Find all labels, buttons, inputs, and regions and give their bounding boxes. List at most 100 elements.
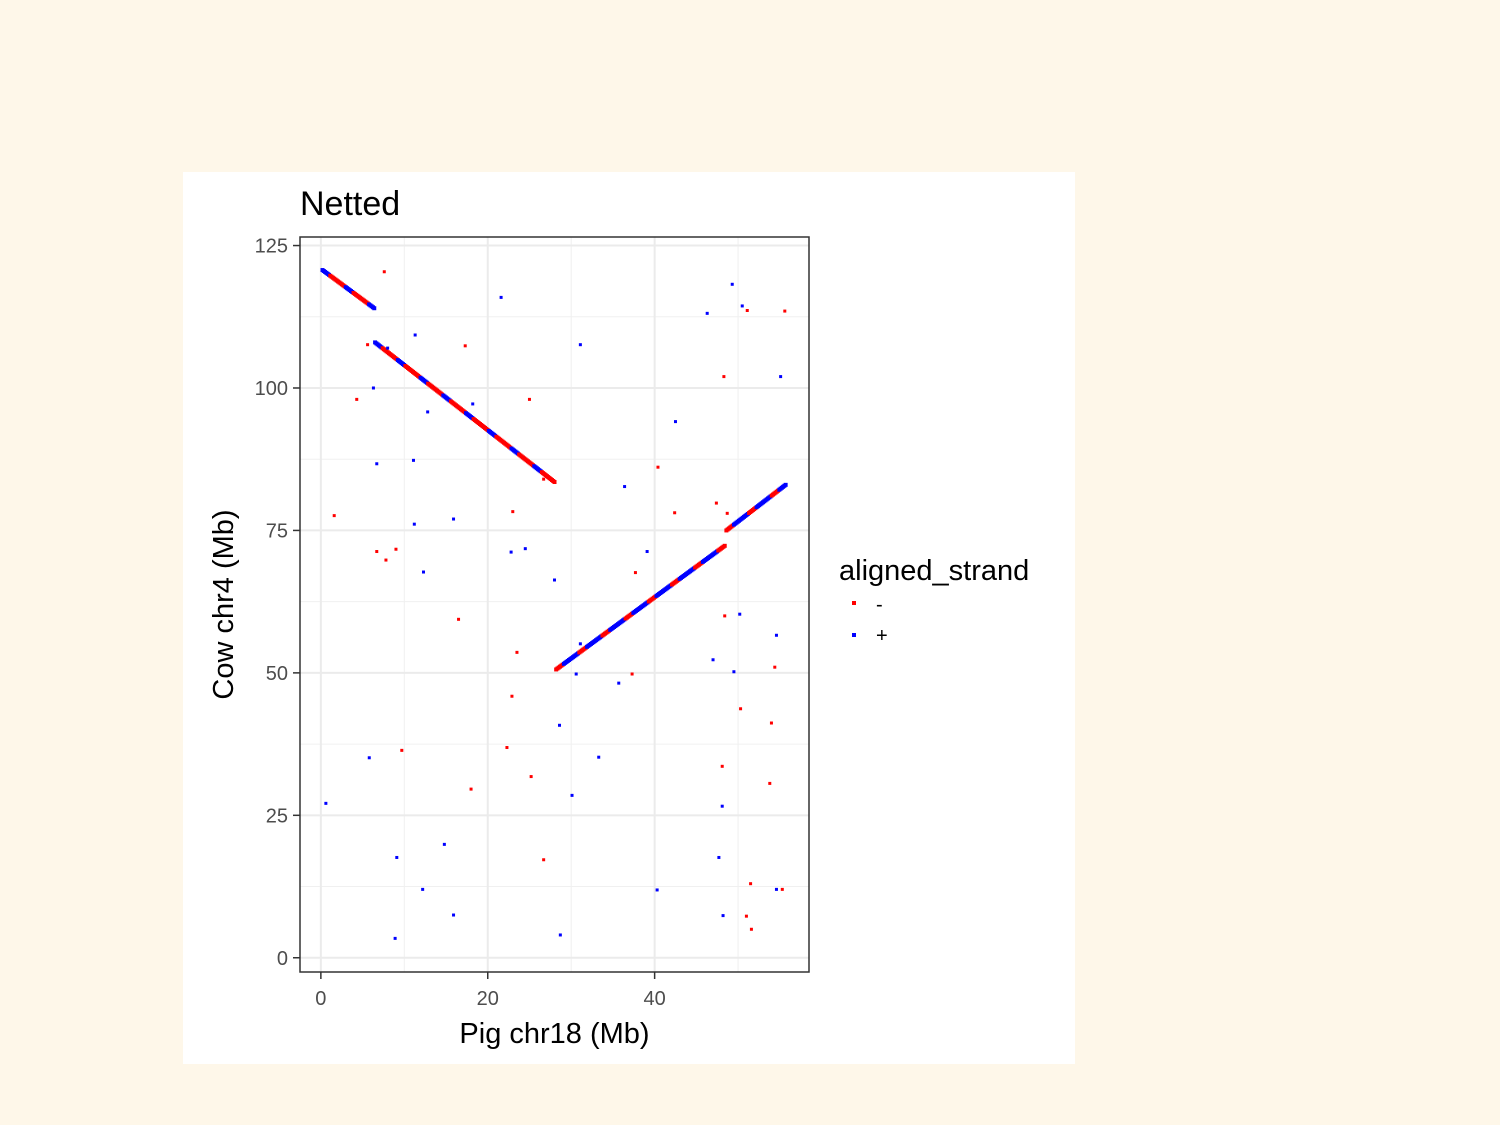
plus-strand-point [738,612,742,616]
y-tick-label: 0 [277,948,288,970]
legend-key-minus [852,601,856,605]
plus-strand-point [426,410,430,414]
plus-strand-point [717,855,721,859]
alignment-run-point [372,306,377,311]
plus-strand-point [452,913,456,917]
plus-strand-point [597,755,601,759]
minus-strand-point [542,858,546,862]
plus-strand-point [413,333,417,337]
x-axis-title: Pig chr18 (Mb) [459,1018,649,1050]
minus-strand-point [745,309,749,312]
minus-strand-point [355,397,359,401]
x-tick-label: 20 [477,988,499,1010]
plus-strand-point [386,346,390,350]
legend: aligned_strand - + [839,555,1029,647]
y-tick-label: 100 [255,378,288,400]
minus-strand-point [463,344,467,348]
minus-strand-point [529,775,533,779]
minus-strand-point [739,707,743,711]
plus-strand-point [324,801,328,805]
legend-title: aligned_strand [839,555,1029,587]
minus-strand-point [722,375,726,379]
alignment-run-point [783,482,788,487]
y-tick-label: 25 [266,805,288,827]
grid-lines [300,237,809,972]
y-tick-label: 75 [266,520,288,542]
minus-strand-point [400,748,404,752]
plus-strand-point [452,517,456,521]
minus-strand-point [375,550,379,554]
plus-strand-point [645,550,649,554]
plus-strand-point [711,658,715,662]
plus-strand-point [774,887,778,891]
plus-strand-point [411,458,415,462]
minus-strand-point [714,501,718,505]
plus-strand-point [553,578,556,582]
dot-plot-chart: Netted 0 20 40 0 25 50 75 100 125 Pig chr18 (Mb)… [208,185,1029,1050]
y-axis-title: Cow chr4 (Mb) [208,509,240,699]
x-tick-label: 0 [315,988,326,1010]
minus-strand-point [783,309,787,313]
plus-strand-point [705,311,709,315]
legend-key-plus [852,633,856,637]
minus-strand-point [382,270,386,274]
plus-strand-point [578,642,582,646]
alignment-run-point [552,480,557,484]
minus-strand-point [505,746,509,750]
plus-strand-point [367,756,371,760]
minus-strand-point [720,764,724,768]
plus-strand-point [673,420,677,424]
plot-border [299,236,810,973]
plus-strand-point [395,855,399,859]
x-tick-label: 40 [644,988,666,1010]
plus-strand-point [732,670,736,674]
minus-strand-point [769,721,773,725]
chart-panel: Netted 0 20 40 0 25 50 75 100 125 Pig chr18 (Mb)… [183,172,1075,1064]
minus-strand-point [723,614,727,618]
plus-strand-point [730,282,734,286]
minus-strand-point [332,514,336,518]
minus-strand-point [542,477,546,481]
plus-strand-point [774,633,778,637]
minus-strand-point [366,343,370,347]
minus-strand-point [527,397,531,401]
minus-strand-point [510,694,514,698]
minus-strand-point [768,781,772,785]
minus-strand-point [749,927,753,931]
minus-strand-point [780,887,784,891]
minus-strand-point [633,571,637,575]
plus-strand-point [421,887,425,891]
minus-strand-point [515,650,519,654]
legend-label-plus: + [876,625,888,647]
plus-strand-point [523,547,527,551]
plus-strand-point [623,485,627,489]
plus-strand-point [740,304,744,308]
plus-strand-point [655,888,659,892]
plus-strand-point [574,672,578,676]
plus-strand-point [617,681,621,685]
chart-title: Netted [300,185,400,223]
data-layer [320,268,788,940]
alignment-run-point [722,543,727,548]
plus-strand-point [375,462,379,466]
minus-strand-point [773,665,777,669]
minus-strand-point [744,914,748,918]
plus-strand-point [371,386,375,390]
plus-strand-point [471,402,475,406]
minus-strand-point [384,558,388,562]
legend-label-minus: - [876,594,883,616]
plus-strand-point [499,295,503,299]
minus-strand-point [457,617,461,621]
minus-strand-point [511,510,515,514]
plus-strand-point [578,343,582,347]
plus-strand-point [570,793,574,797]
plus-strand-point [412,522,416,526]
y-tick-label: 125 [255,236,288,258]
minus-strand-point [656,465,660,469]
plus-strand-point [421,570,425,574]
plus-strand-point [393,936,397,940]
plus-strand-point [720,804,724,808]
plus-strand-point [509,550,513,554]
plus-strand-point [558,933,562,937]
plus-strand-point [779,375,783,379]
